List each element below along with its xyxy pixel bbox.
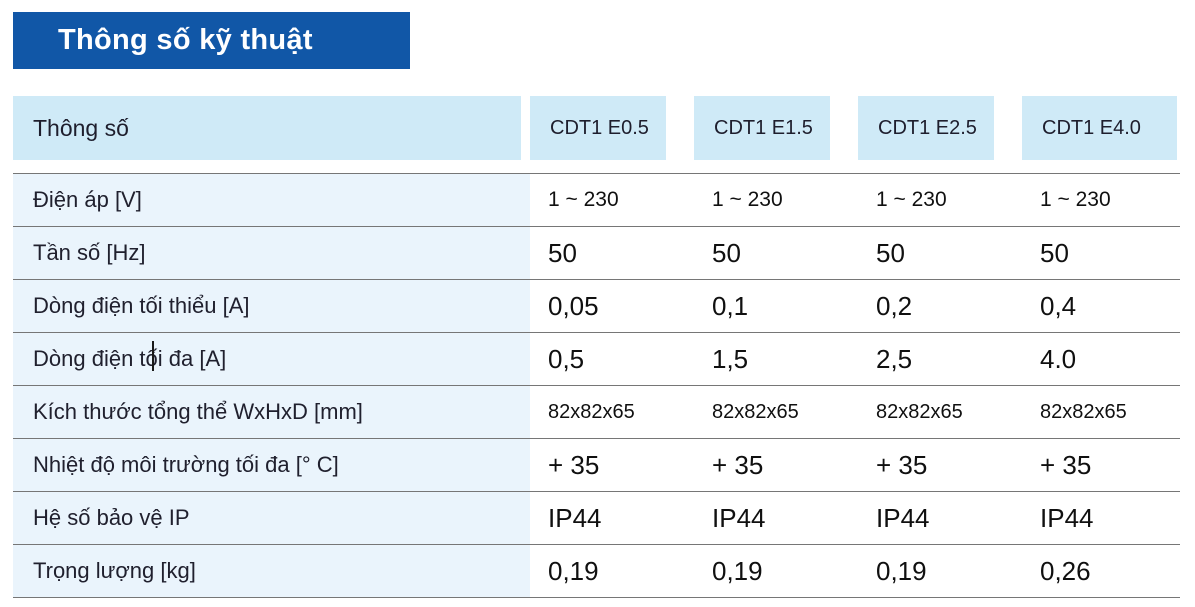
table-row: Kích thước tổng thể WxHxD [mm] 82x82x65 82… [13, 385, 1180, 438]
table-row: Trọng lượng [kg] 0,19 0,19 0,19 0,26 [13, 544, 1180, 597]
cell-value: 0,2 [876, 290, 913, 321]
cell-value: 0,5 [548, 343, 585, 374]
cell-value: 0,1 [712, 290, 749, 321]
cell-value: + 35 [876, 449, 928, 480]
row-label: Dòng điện tối thiểu [A] [13, 280, 530, 332]
table-body: Điện áp [V] 1 ~ 230 1 ~ 230 1 ~ 230 1 ~ 230 T… [13, 173, 1180, 598]
column-header-model: CDT1 E0.5 [530, 96, 666, 160]
cell-value: 50 [548, 237, 577, 268]
table-row: Điện áp [V] 1 ~ 230 1 ~ 230 1 ~ 230 1 ~ 230 [13, 173, 1180, 226]
column-header-label: CDT1 E0.5 [550, 116, 649, 139]
section-title-bar: Thông số kỹ thuật [13, 12, 410, 69]
row-label: Hệ số bảo vệ IP [13, 492, 530, 544]
column-header-model: CDT1 E4.0 [1022, 96, 1177, 160]
row-label: Điện áp [V] [13, 174, 530, 226]
cell-value: 0,19 [548, 555, 599, 586]
cell-value: 2,5 [876, 343, 913, 374]
cell-value: 1 ~ 230 [1040, 188, 1111, 211]
row-label: Nhiệt độ môi trường tối đa [° C] [13, 439, 530, 491]
cell-value: 1 ~ 230 [876, 188, 947, 211]
cell-value: 0,4 [1040, 290, 1077, 321]
column-header-parameter: Thông số [13, 96, 521, 160]
column-header-model: CDT1 E1.5 [694, 96, 830, 160]
cell-value: 4.0 [1040, 343, 1077, 374]
row-label: Dòng điện tối đa [A] [13, 333, 530, 385]
row-label: Kích thước tổng thể WxHxD [mm] [13, 386, 530, 438]
column-header-label: CDT1 E1.5 [714, 116, 813, 139]
column-header-label: Thông số [33, 114, 129, 141]
cell-value: 82x82x65 [712, 400, 799, 423]
cell-value: IP44 [548, 502, 602, 533]
table-row: Tần số [Hz] 50 50 50 50 [13, 226, 1180, 279]
row-label: Trọng lượng [kg] [13, 545, 530, 597]
cell-value: 82x82x65 [548, 400, 635, 423]
cell-value: + 35 [548, 449, 600, 480]
cell-value: 1 ~ 230 [712, 188, 783, 211]
column-header-label: CDT1 E2.5 [878, 116, 977, 139]
column-header-model: CDT1 E2.5 [858, 96, 994, 160]
cell-value: 50 [876, 237, 905, 268]
cell-value: 1,5 [712, 343, 749, 374]
table-row: Dòng điện tối đa [A] 0,5 1,5 2,5 4.0 [13, 332, 1180, 385]
table-row: Hệ số bảo vệ IP IP44 IP44 IP44 IP44 [13, 491, 1180, 544]
row-label: Tần số [Hz] [13, 227, 530, 279]
cell-value: 82x82x65 [876, 400, 963, 423]
table-row: Nhiệt độ môi trường tối đa [° C] + 35 + 35… [13, 438, 1180, 491]
cell-value: 82x82x65 [1040, 400, 1127, 423]
table-header-row: Thông số CDT1 E0.5 CDT1 E1.5 CDT1 E2.5 CDT1… [13, 96, 1180, 160]
cell-value: + 35 [1040, 449, 1092, 480]
cell-value: 0,19 [876, 555, 927, 586]
cell-value: 0,19 [712, 555, 763, 586]
cell-value: 0,05 [548, 290, 599, 321]
cell-value: IP44 [876, 502, 930, 533]
table-row: Dòng điện tối thiểu [A] 0,05 0,1 0,2 0,4 [13, 279, 1180, 332]
header-gap [13, 160, 1180, 173]
cell-value: IP44 [1040, 502, 1094, 533]
cell-value: IP44 [712, 502, 766, 533]
cell-value: 1 ~ 230 [548, 188, 619, 211]
cell-value: + 35 [712, 449, 764, 480]
column-header-label: CDT1 E4.0 [1042, 116, 1141, 139]
cell-value: 0,26 [1040, 555, 1091, 586]
page-title: Thông số kỹ thuật [58, 24, 313, 56]
cell-value: 50 [712, 237, 741, 268]
cell-value: 50 [1040, 237, 1069, 268]
spec-table: Thông số CDT1 E0.5 CDT1 E1.5 CDT1 E2.5 CDT1… [13, 96, 1180, 598]
